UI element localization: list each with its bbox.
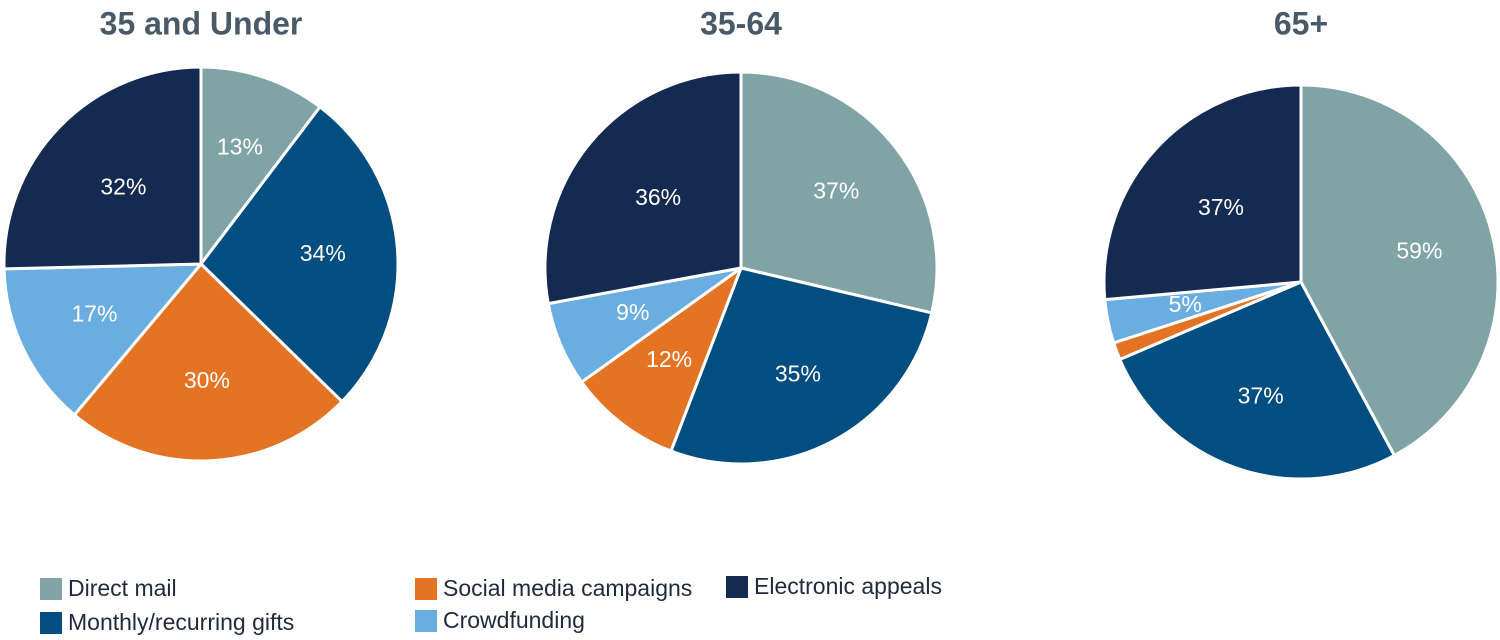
slice-value-label: 34% bbox=[300, 240, 346, 266]
slice-value-label: 9% bbox=[616, 299, 649, 325]
pie-slice-monthly-recurring-gifts bbox=[669, 266, 934, 466]
slice-value-label: 37% bbox=[813, 178, 859, 204]
legend-swatch bbox=[726, 576, 748, 598]
legend: Direct mail Social media campaigns Electro… bbox=[40, 573, 942, 635]
legend-item-social-media-campaigns: Social media campaigns bbox=[415, 575, 692, 601]
pie-slice-electronic-appeals bbox=[2, 65, 203, 271]
pie-slice-electronic-appeals bbox=[543, 70, 743, 306]
legend-swatch bbox=[415, 610, 437, 632]
pies-layer: 35 and Under 13% 34% 30% 17% 32% 35-64 37% 35% 12… bbox=[2, 5, 1500, 481]
slice-value-label: 13% bbox=[217, 133, 263, 159]
pie-slice-electronic-appeals bbox=[1102, 83, 1303, 302]
legend-swatch bbox=[40, 612, 62, 634]
legend-swatch bbox=[415, 578, 437, 600]
legend-label: Direct mail bbox=[68, 575, 177, 601]
slice-value-label: 37% bbox=[1238, 382, 1284, 408]
slice-value-label: 32% bbox=[100, 173, 146, 199]
slice-value-label: 59% bbox=[1396, 237, 1442, 263]
pie-title: 65+ bbox=[1274, 5, 1328, 41]
slice-value-label: 30% bbox=[184, 367, 230, 393]
pie-chart-1: 35 and Under 13% 34% 30% 17% 32% bbox=[2, 5, 400, 463]
slice-value-label: 12% bbox=[646, 346, 692, 372]
pie-title: 35-64 bbox=[700, 5, 782, 41]
slice-value-label: 36% bbox=[635, 184, 681, 210]
legend-label: Electronic appeals bbox=[754, 573, 942, 599]
pie-chart-2: 35-64 37% 35% 12% 9% 36% bbox=[543, 5, 939, 466]
slice-value-label: 5% bbox=[1169, 291, 1202, 317]
pie-slice-direct-mail bbox=[199, 65, 322, 266]
pie-slice-monthly-recurring-gifts bbox=[199, 105, 400, 404]
legend-item-monthly-recurring-gifts: Monthly/recurring gifts bbox=[40, 609, 294, 635]
legend-label: Social media campaigns bbox=[443, 575, 692, 601]
legend-item-electronic-appeals: Electronic appeals bbox=[726, 573, 942, 599]
legend-label: Crowdfunding bbox=[443, 607, 585, 633]
legend-item-direct-mail: Direct mail bbox=[40, 575, 177, 601]
legend-swatch bbox=[40, 578, 62, 600]
pie-chart-3: 65+ 59% 37% 5% 37% bbox=[1102, 5, 1500, 481]
pie-slice-social-media-campaigns bbox=[580, 266, 743, 453]
pie-slice-social-media-campaigns bbox=[72, 262, 344, 463]
legend-label: Monthly/recurring gifts bbox=[68, 609, 294, 635]
slice-value-label: 35% bbox=[775, 360, 821, 386]
slice-value-label: 37% bbox=[1198, 194, 1244, 220]
pie-title: 35 and Under bbox=[100, 5, 303, 41]
pie-slice-direct-mail bbox=[739, 70, 939, 315]
pie-slice-crowdfunding bbox=[2, 262, 203, 417]
slice-value-label: 17% bbox=[71, 300, 117, 326]
pie-slice-direct-mail bbox=[1299, 83, 1500, 457]
legend-item-crowdfunding: Crowdfunding bbox=[415, 607, 585, 633]
